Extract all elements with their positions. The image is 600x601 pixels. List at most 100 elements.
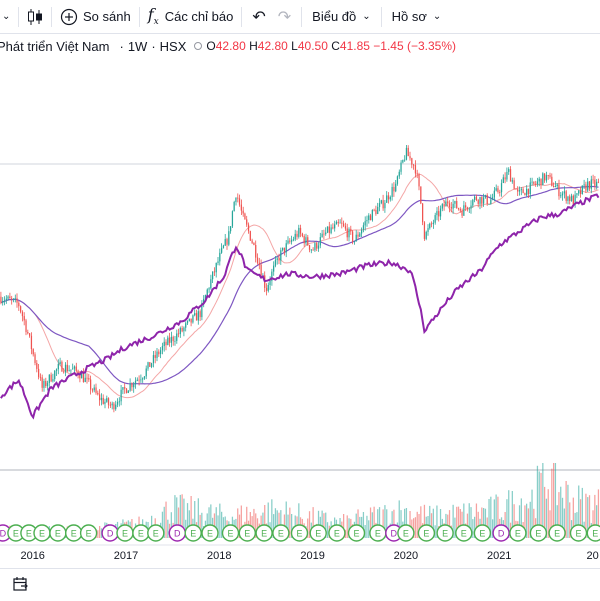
candle-body <box>271 271 273 281</box>
candle <box>384 200 386 213</box>
symbol-name[interactable]: Phát triển Việt Nam <box>0 38 110 54</box>
candle <box>109 401 111 408</box>
candle-body <box>341 222 343 224</box>
candle <box>168 332 171 347</box>
event-letter: D <box>174 529 181 539</box>
redo-button[interactable]: ↷ <box>272 0 301 33</box>
event-letter: E <box>479 529 485 539</box>
volume-bar <box>253 508 255 538</box>
candle-body <box>531 181 533 183</box>
candle <box>86 373 88 384</box>
candle-body <box>273 265 275 272</box>
candle <box>246 215 248 227</box>
profile-menu-button[interactable]: Hồ sơ ⌄ <box>382 0 452 33</box>
candle <box>145 365 147 380</box>
candle <box>375 205 377 216</box>
candle-body <box>337 221 339 224</box>
volume-bar <box>246 506 248 538</box>
volume-bar <box>255 513 257 538</box>
candle-body <box>346 228 348 238</box>
candle <box>149 362 151 367</box>
candle-body <box>382 200 384 209</box>
chart-menu-button[interactable]: Biểu đồ ⌄ <box>302 0 380 33</box>
chart-menu-label: Biểu đồ <box>312 9 357 24</box>
volume-bar <box>97 530 99 538</box>
candle-body <box>298 227 300 237</box>
undo-button[interactable]: ↶ <box>242 0 271 33</box>
candle <box>361 227 363 237</box>
candle-body <box>529 182 531 195</box>
indicators-button[interactable]: fx Các chỉ báo <box>140 0 242 33</box>
candle-body <box>353 241 356 243</box>
symbol-menu-button[interactable]: ⌄ <box>0 0 18 33</box>
event-letter: E <box>13 529 19 539</box>
volume-bar <box>542 463 544 538</box>
candle-body <box>237 197 239 199</box>
candle-body <box>427 228 429 232</box>
candle-body <box>587 181 589 191</box>
dividend-marker: D <box>492 524 510 542</box>
candle-body <box>156 351 158 358</box>
candle-body <box>513 180 515 189</box>
candle-body <box>186 320 189 324</box>
volume-bar <box>529 501 531 538</box>
price-reference-lines <box>0 163 600 471</box>
candle <box>208 287 210 293</box>
candle <box>418 172 420 191</box>
candle-body <box>515 188 517 190</box>
candle <box>298 224 300 239</box>
candle <box>545 171 548 183</box>
candle-body <box>129 383 131 391</box>
candle <box>244 212 246 220</box>
candle <box>12 298 15 303</box>
candle <box>456 197 458 209</box>
event-circle <box>201 524 219 542</box>
candle-body <box>420 186 422 204</box>
volume-bar <box>287 514 289 538</box>
earnings-marker: E <box>33 524 51 542</box>
candle <box>448 200 451 213</box>
candle <box>504 172 506 184</box>
candle <box>299 224 302 238</box>
volume-bar <box>181 494 183 538</box>
candle <box>477 198 479 208</box>
candle-body <box>301 233 303 237</box>
candle-body <box>369 215 372 221</box>
candle <box>54 370 56 382</box>
candle <box>506 167 508 182</box>
candle <box>393 182 395 197</box>
candle-body <box>0 296 2 303</box>
volume-bar <box>364 525 366 538</box>
candle-body <box>174 340 176 342</box>
candle-body <box>50 374 52 382</box>
candle <box>499 189 501 197</box>
candle-body <box>247 224 250 232</box>
earnings-marker: E <box>116 524 134 542</box>
candle <box>172 335 174 346</box>
candle-body <box>395 183 397 192</box>
candle-body <box>59 361 61 364</box>
interval-label[interactable]: 1W <box>127 38 148 54</box>
candle-body <box>434 215 436 223</box>
candle <box>305 233 307 246</box>
candle <box>238 194 241 207</box>
candle <box>526 185 528 197</box>
candle-body <box>106 398 108 402</box>
candle-body <box>328 226 330 233</box>
candle-body <box>352 231 354 242</box>
compare-button[interactable]: So sánh <box>52 0 139 33</box>
candle-body <box>332 227 334 229</box>
chart-type-button[interactable] <box>19 0 51 33</box>
candle-body <box>294 233 296 240</box>
candle <box>389 195 391 202</box>
candle-body <box>133 384 135 388</box>
candle <box>215 262 217 278</box>
event-letter: E <box>71 529 77 539</box>
earnings-marker: E <box>238 524 257 542</box>
candle-body <box>292 239 295 241</box>
date-range-icon[interactable] <box>12 576 30 594</box>
candle-body <box>88 378 90 380</box>
event-letter: E <box>461 529 467 539</box>
candle-body <box>127 390 129 393</box>
